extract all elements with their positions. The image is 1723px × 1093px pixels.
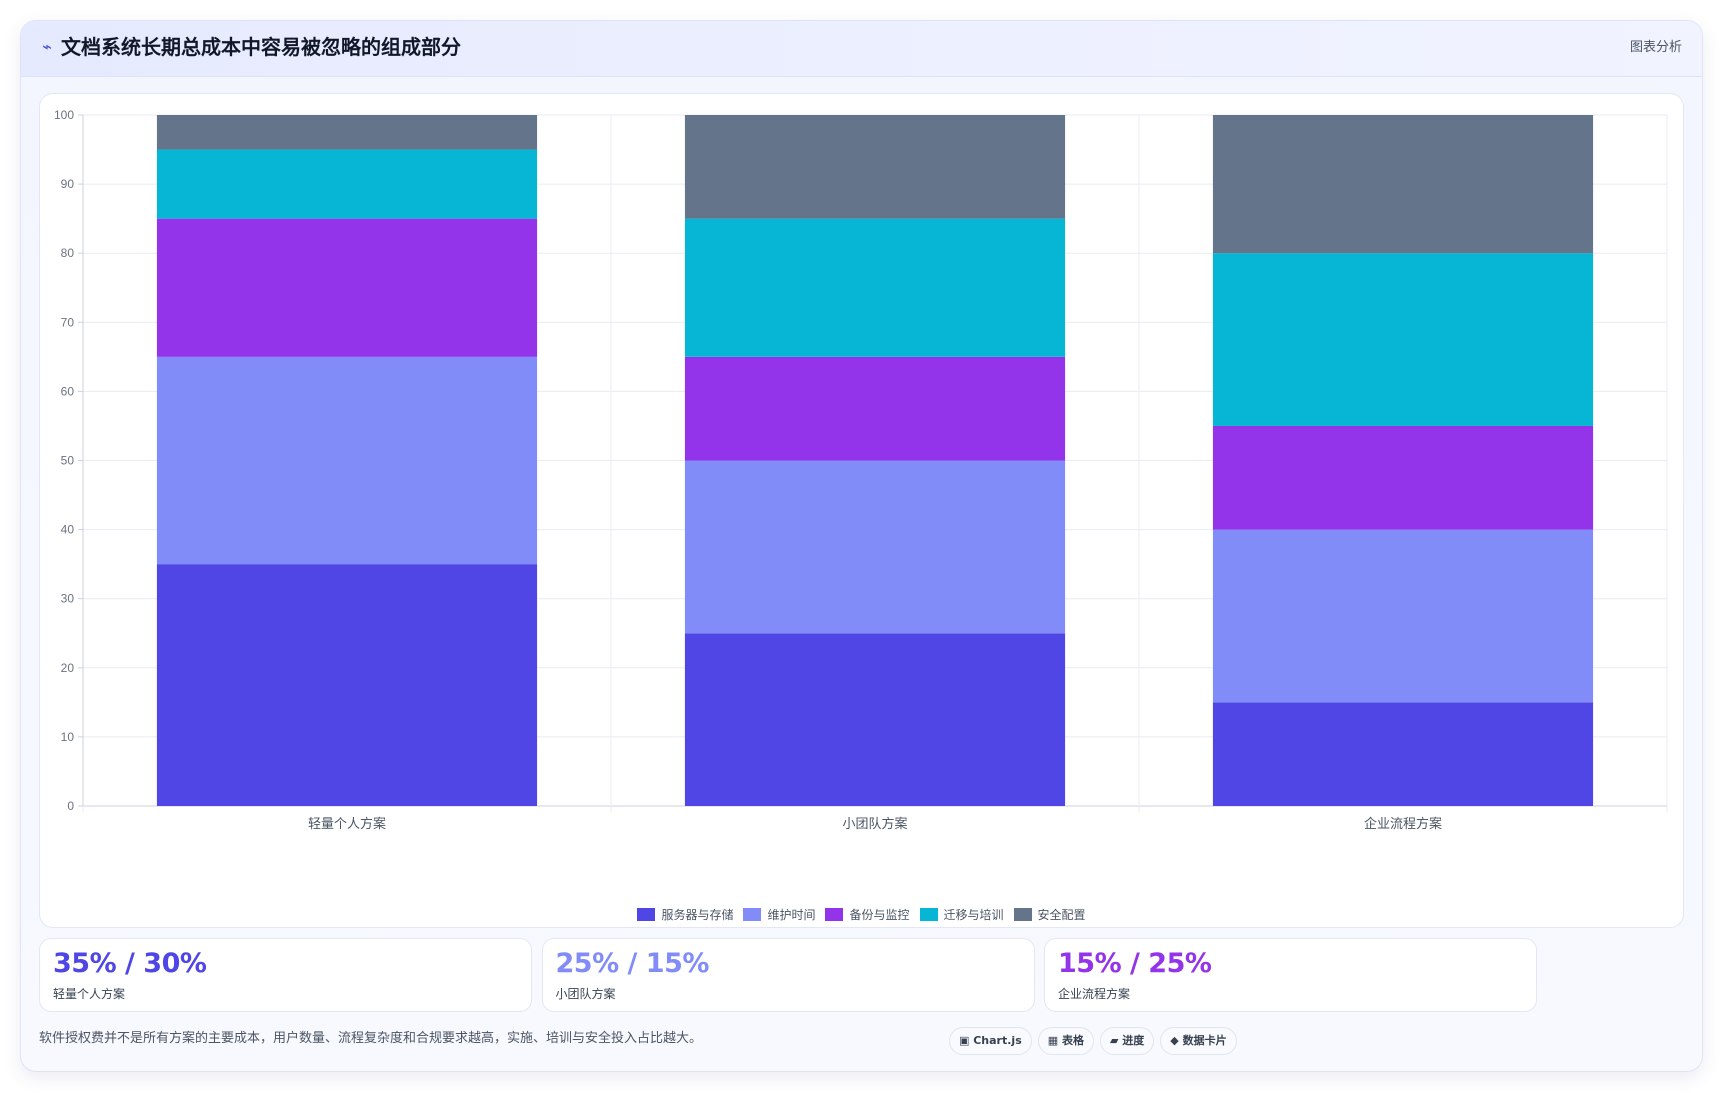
legend-swatch — [825, 908, 844, 921]
bar-segment — [1212, 425, 1594, 530]
y-tick-label: 80 — [61, 246, 75, 260]
y-tick-label: 20 — [61, 661, 75, 675]
stat-card: 35% / 30% 轻量个人方案 — [39, 938, 532, 1012]
bar-segment — [156, 356, 538, 565]
legend-item[interactable]: 迁移与培训 — [919, 907, 1004, 923]
legend-swatch — [919, 908, 938, 921]
progress-icon: ▰ — [1109, 1034, 1123, 1047]
chart-legend: 服务器与存储 维护时间 备份与监控 迁移与培训 安全配置 — [40, 907, 1683, 923]
badge-4[interactable]: ◆ 数据卡片 — [1160, 1027, 1237, 1055]
badge-3[interactable]: ▰ 进度 — [1099, 1027, 1155, 1055]
bar-segment — [156, 149, 538, 219]
chart-panel: 0 10 20 30 40 50 60 70 80 90 100 轻量个人方案 小团队方案 企业流程方案 … — [39, 93, 1684, 928]
bar-segment — [1212, 115, 1594, 254]
y-tick-label: 30 — [61, 592, 75, 606]
badge-label: Chart.js — [973, 1034, 1022, 1047]
badge-2[interactable]: ▦ 表格 — [1037, 1027, 1094, 1055]
page-title: 文档系统长期总成本中容易被忽略的组成部分 — [61, 35, 461, 59]
footnote: 软件授权费并不是所有方案的主要成本，用户数量、流程复杂度和合规要求越高，实施、培… — [39, 1031, 703, 1046]
y-tick-label: 70 — [61, 315, 75, 329]
bar-segment — [1212, 702, 1594, 806]
tech-badges: ▣ Chart.js ▦ 表格 ▰ 进度 ◆ 数据卡片 — [949, 1027, 1243, 1055]
stat-label: 企业流程方案 — [1058, 987, 1131, 1001]
stat-value: 15% / 25% — [1058, 948, 1212, 979]
bar-segment — [1212, 253, 1594, 426]
badge-label: 表格 — [1061, 1034, 1084, 1047]
y-tick-label: 0 — [67, 799, 74, 813]
legend-label: 迁移与培训 — [943, 908, 1004, 922]
badge-label: 进度 — [1122, 1034, 1145, 1047]
bar-segment — [1212, 529, 1594, 703]
stat-value: 25% / 15% — [555, 948, 710, 979]
badge-1[interactable]: ▣ Chart.js — [949, 1027, 1032, 1055]
stat-card: 25% / 15% 小团队方案 — [541, 938, 1035, 1012]
stat-label: 小团队方案 — [555, 987, 616, 1001]
x-tick-label: 企业流程方案 — [1364, 816, 1442, 832]
x-tick-label: 轻量个人方案 — [308, 816, 386, 832]
legend-swatch — [637, 908, 656, 921]
badge-label: 数据卡片 — [1182, 1034, 1227, 1047]
header-tag: 图表分析 — [1629, 40, 1682, 55]
y-tick-label: 40 — [61, 523, 75, 537]
y-tick-label: 50 — [61, 454, 75, 468]
chart-card: ⌁ 文档系统长期总成本中容易被忽略的组成部分 图表分析 0 10 20 30 40 50 6… — [20, 20, 1703, 1072]
bar-segment — [156, 115, 538, 150]
legend-swatch — [743, 908, 762, 921]
legend-label: 安全配置 — [1037, 908, 1086, 922]
chart-icon: ▣ — [959, 1034, 974, 1047]
card-header: ⌁ 文档系统长期总成本中容易被忽略的组成部分 图表分析 — [21, 21, 1702, 77]
x-tick-label: 小团队方案 — [842, 816, 907, 832]
bar-segment — [684, 460, 1066, 634]
stat-value: 35% / 30% — [53, 948, 207, 979]
y-tick-label: 90 — [61, 177, 75, 191]
bar-segment — [684, 633, 1066, 806]
y-tick-label: 100 — [54, 108, 74, 122]
bar-segment — [156, 564, 538, 806]
legend-item[interactable]: 维护时间 — [743, 907, 815, 923]
bar-segment — [684, 218, 1066, 357]
legend-swatch — [1013, 908, 1032, 921]
bar-segment — [684, 115, 1066, 219]
legend-item[interactable]: 服务器与存储 — [637, 907, 733, 923]
bar-segment — [156, 218, 538, 357]
bar-segment — [684, 356, 1066, 461]
card-icon: ◆ — [1170, 1034, 1183, 1047]
legend-label: 维护时间 — [767, 908, 816, 922]
legend-label: 服务器与存储 — [661, 908, 734, 922]
stat-cards: 35% / 30% 轻量个人方案 25% / 15% 小团队方案 15% / 25% 企业… — [39, 938, 1684, 1012]
table-icon: ▦ — [1047, 1034, 1062, 1047]
y-tick-label: 10 — [61, 730, 75, 744]
legend-item[interactable]: 安全配置 — [1013, 907, 1086, 923]
stacked-bar-chart: 0 10 20 30 40 50 60 70 80 90 100 轻量个人方案 小团队方案 企业流程方案 — [54, 108, 1668, 832]
stat-label: 轻量个人方案 — [53, 987, 126, 1001]
legend-label: 备份与监控 — [849, 908, 910, 922]
y-tick-label: 60 — [61, 384, 75, 398]
chart-bolt-icon: ⌁ — [42, 37, 52, 56]
legend-item[interactable]: 备份与监控 — [825, 907, 910, 923]
stat-card: 15% / 25% 企业流程方案 — [1044, 938, 1537, 1012]
